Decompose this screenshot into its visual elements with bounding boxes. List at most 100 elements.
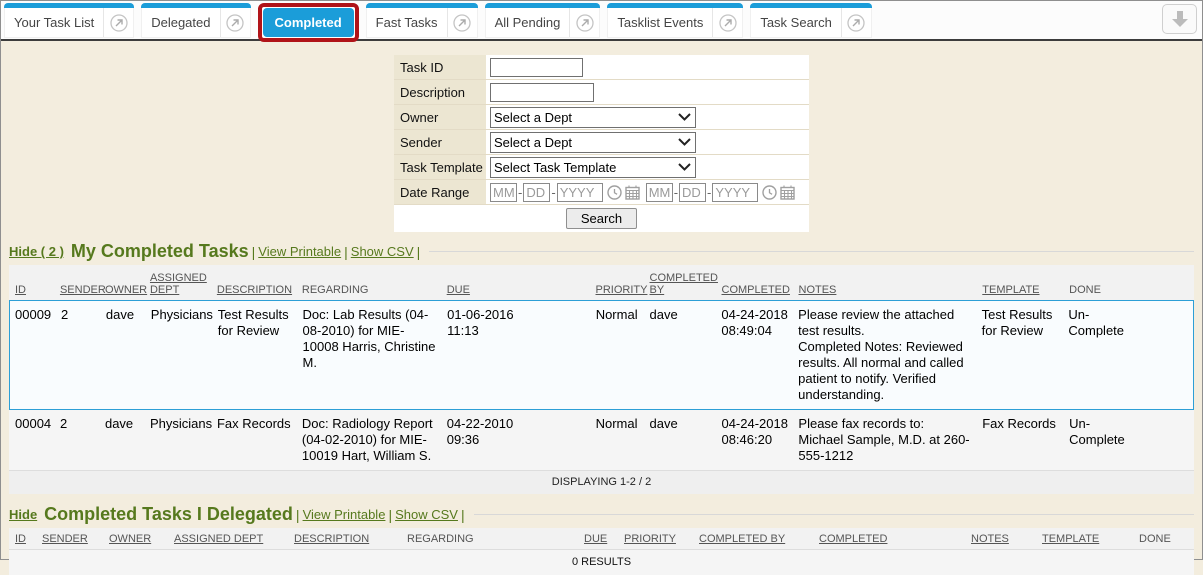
- show-csv-link[interactable]: Show CSV: [350, 244, 414, 259]
- clock-icon[interactable]: [762, 184, 778, 200]
- tab-accent-bar: [484, 3, 601, 8]
- table-row[interactable]: 00004 2 dave Physicians Fax Records Doc:…: [9, 410, 1194, 470]
- un-complete-link[interactable]: Un-Complete: [1068, 307, 1125, 338]
- tab-your-task-list[interactable]: Your Task List: [4, 3, 135, 38]
- sort-header-description[interactable]: DESCRIPTION: [216, 284, 293, 296]
- cell-template: Fax Records: [982, 416, 1056, 431]
- sort-header-assigned-dept[interactable]: ASSIGNED DEPT: [149, 272, 207, 296]
- owner-select[interactable]: Select a Dept: [490, 106, 696, 128]
- sort-header-owner[interactable]: OWNER: [109, 533, 152, 545]
- popout-icon[interactable]: [840, 8, 871, 37]
- sort-header-priority[interactable]: PRIORITY: [624, 533, 676, 545]
- sort-header-due[interactable]: DUE: [446, 284, 470, 296]
- separator: |: [460, 506, 465, 523]
- tab-fast-tasks[interactable]: Fast Tasks: [365, 3, 478, 38]
- date-dash: -: [518, 184, 523, 200]
- tab-label: Your Task List: [14, 15, 95, 30]
- end-day-input[interactable]: [679, 182, 707, 202]
- sort-header-due[interactable]: DUE: [584, 533, 608, 545]
- section-rule: [473, 514, 1194, 515]
- cell-owner: dave: [104, 416, 134, 431]
- tab-label: Task Search: [760, 15, 832, 30]
- tab-label: Tasklist Events: [617, 15, 704, 30]
- task-id-input[interactable]: [490, 57, 583, 77]
- description-input[interactable]: [490, 82, 594, 102]
- cell-completed: 04-24-2018 08:49:04: [721, 307, 788, 338]
- tab-delegated[interactable]: Delegated: [141, 3, 251, 38]
- sort-header-owner[interactable]: OWNER: [104, 284, 148, 296]
- section-title: Completed Tasks I Delegated: [44, 504, 293, 524]
- popout-icon[interactable]: [446, 8, 477, 37]
- sort-header-sender[interactable]: SENDER: [59, 284, 106, 296]
- show-csv-link[interactable]: Show CSV: [395, 507, 458, 522]
- sort-header-completed[interactable]: COMPLETED: [721, 284, 790, 296]
- highlight-annotation-box: Completed: [257, 3, 359, 42]
- cell-assigned-dept: Physicians: [150, 307, 213, 322]
- cell-owner: dave: [105, 307, 135, 322]
- sort-header-template[interactable]: TEMPLATE: [1042, 533, 1100, 545]
- table-row-selected[interactable]: 00009 2 dave Physicians Test Results for…: [9, 300, 1194, 410]
- sort-header-assigned-dept[interactable]: ASSIGNED DEPT: [174, 533, 264, 545]
- popout-icon[interactable]: [219, 8, 250, 37]
- search-button[interactable]: Search: [565, 208, 638, 229]
- download-button[interactable]: [1162, 4, 1197, 34]
- separator: |: [344, 243, 348, 260]
- calendar-icon[interactable]: [780, 185, 796, 200]
- description-label: Description: [394, 80, 486, 104]
- sender-label: Sender: [394, 130, 486, 154]
- cell-notes: Please review the attached test results.…: [798, 307, 964, 402]
- task-search-form: Task ID Description Owner Select a Dept …: [394, 55, 809, 232]
- clock-icon[interactable]: [606, 184, 622, 200]
- empty-results-message: 0 RESULTS: [9, 549, 1194, 575]
- hide-link[interactable]: Hide: [9, 507, 38, 522]
- sort-header-notes[interactable]: NOTES: [798, 284, 837, 296]
- cell-description: Test Results for Review: [217, 307, 289, 338]
- popout-icon[interactable]: [569, 8, 599, 37]
- view-printable-link[interactable]: View Printable: [258, 244, 342, 259]
- cell-id: 00009: [15, 307, 52, 322]
- popout-icon[interactable]: [103, 8, 133, 37]
- hide-link[interactable]: Hide ( 2 ): [9, 244, 64, 259]
- sort-header-notes[interactable]: NOTES: [971, 533, 1009, 545]
- sort-header-completed-by[interactable]: COMPLETED BY: [699, 533, 786, 545]
- table-header-row: ID SENDER OWNER ASSIGNED DEPT DESCRIPTIO…: [9, 528, 1194, 549]
- un-complete-link[interactable]: Un-Complete: [1069, 416, 1125, 447]
- tab-all-pending[interactable]: All Pending: [484, 3, 601, 38]
- sort-header-id[interactable]: ID: [15, 284, 26, 296]
- calendar-icon[interactable]: [624, 185, 640, 200]
- date-dash: -: [551, 184, 556, 200]
- delegated-section-header: Hide Completed Tasks I Delegated | View …: [9, 504, 1194, 525]
- tab-completed-selected[interactable]: Completed: [262, 8, 354, 37]
- sort-header-description[interactable]: DESCRIPTION: [294, 533, 370, 545]
- end-year-input[interactable]: [712, 182, 759, 202]
- sort-header-priority[interactable]: PRIORITY: [595, 284, 648, 296]
- tab-label: Fast Tasks: [375, 15, 438, 30]
- sender-select[interactable]: Select a Dept: [490, 131, 696, 153]
- start-month-input[interactable]: [490, 182, 517, 202]
- cell-completed-by: dave: [649, 307, 678, 322]
- view-printable-link[interactable]: View Printable: [302, 507, 386, 522]
- sort-header-sender[interactable]: SENDER: [42, 533, 88, 545]
- cell-sender: 2: [61, 307, 69, 322]
- tab-accent-bar: [750, 3, 872, 8]
- tab-accent-bar: [365, 3, 478, 8]
- tab-tasklist-events[interactable]: Tasklist Events: [607, 3, 744, 38]
- cell-priority: Normal: [595, 416, 638, 431]
- task-template-select[interactable]: Select Task Template: [490, 156, 696, 178]
- tab-task-search[interactable]: Task Search: [750, 3, 872, 38]
- sort-header-id[interactable]: ID: [15, 533, 26, 545]
- sort-header-completed[interactable]: COMPLETED: [819, 533, 888, 545]
- tab-accent-bar: [141, 3, 251, 8]
- sort-header-template[interactable]: TEMPLATE: [982, 284, 1040, 296]
- tab-bar: Your Task List Delegated Completed Fast …: [1, 1, 1202, 42]
- end-month-input[interactable]: [645, 182, 673, 202]
- separator: |: [388, 506, 393, 523]
- sort-header-completed-by[interactable]: COMPLETED BY: [649, 272, 718, 296]
- cell-completed-by: dave: [649, 416, 678, 431]
- popout-icon[interactable]: [712, 8, 742, 37]
- cell-completed: 04-24-2018 08:46:20: [721, 416, 788, 447]
- start-year-input[interactable]: [556, 182, 603, 202]
- separator: |: [295, 506, 300, 523]
- cell-template: Test Results for Review: [981, 307, 1053, 338]
- start-day-input[interactable]: [523, 182, 551, 202]
